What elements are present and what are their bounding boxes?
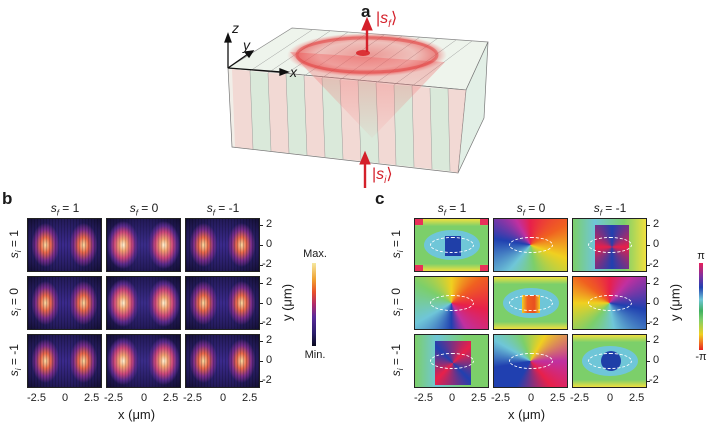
c-xtick: 2.5	[471, 392, 487, 404]
c-ytick: 2	[653, 218, 660, 230]
colorbar-c-min-label: -π	[695, 351, 707, 363]
b-xtick: 2.5	[242, 392, 258, 404]
panel-b-col-title-1: sf = 1	[50, 201, 80, 218]
panel-b-row-title-2: si = 0	[6, 288, 24, 317]
intensity-map-sim1-sfm1	[185, 334, 260, 388]
state-final-label: |sf⟩	[376, 10, 398, 31]
intensity-map-si1-sf0	[106, 218, 181, 272]
phase-map-sim1-sf1	[414, 334, 489, 388]
arrows	[359, 16, 373, 188]
c-ytick: -2	[649, 258, 659, 270]
b-xtick: 0	[141, 392, 148, 404]
panel-b-x-axis-label: x (μm)	[118, 407, 156, 422]
metasurface-schematic	[224, 16, 489, 188]
b-ytick: 2	[266, 218, 273, 230]
c-xtick: 0	[607, 392, 614, 404]
intensity-map-si0-sf0	[106, 276, 181, 330]
b-ytick: 0	[266, 354, 273, 366]
intensity-map-si0-sf1	[27, 276, 102, 330]
c-xtick: -2.5	[570, 392, 589, 404]
intensity-map-si1-sf1	[27, 218, 102, 272]
intensity-map-sim1-sf1	[27, 334, 102, 388]
panel-b-row-title-3: si = -1	[6, 344, 24, 377]
colorbar-b	[312, 263, 316, 346]
c-ytick: -2	[649, 316, 659, 328]
panel-c-col-title-1: sf = 1	[437, 201, 467, 218]
coordinate-axes	[224, 32, 290, 76]
phase-map-sim1-sf0	[493, 334, 568, 388]
b-ytick: -2	[262, 258, 272, 270]
c-ytick: -2	[649, 374, 659, 386]
phase-map-si0-sf1	[414, 276, 489, 330]
b-ytick: -2	[262, 374, 272, 386]
c-xtick: 2.5	[550, 392, 566, 404]
b-xtick: 2.5	[163, 392, 179, 404]
colorbar-b-min-label: Min.	[304, 349, 326, 361]
phase-map-si1-sfm1	[572, 218, 647, 272]
phase-map-sim1-sfm1	[572, 334, 647, 388]
b-xtick: -2.5	[183, 392, 202, 404]
colorbar-c	[699, 263, 703, 350]
panel-c-label: c	[375, 189, 385, 208]
phase-map-si0-sfm1	[572, 276, 647, 330]
b-ytick: 0	[266, 238, 273, 250]
b-ytick: 0	[266, 296, 273, 308]
c-ytick: 2	[653, 334, 660, 346]
b-ytick: -2	[262, 316, 272, 328]
colorbar-b-max-label: Max.	[303, 248, 327, 260]
panel-c-y-axis-label: y (μm)	[667, 283, 683, 322]
state-initial-label: |si⟩	[372, 166, 393, 187]
panel-c-col-title-2: sf = 0	[516, 201, 546, 218]
axis-label-y: y	[243, 37, 250, 53]
panel-b-row-title-1: si = 1	[6, 230, 24, 259]
b-xtick: 2.5	[84, 392, 100, 404]
panel-b-label: b	[2, 189, 13, 208]
panel-c-x-axis-label: x (μm)	[508, 407, 546, 422]
panel-a-label: a	[361, 2, 371, 21]
b-xtick: 0	[220, 392, 227, 404]
panel-c-row-title-2: si = 0	[388, 288, 406, 317]
b-ytick: 2	[266, 276, 273, 288]
c-xtick: 2.5	[629, 392, 645, 404]
c-ytick: 0	[653, 354, 660, 366]
phase-map-si0-sf0	[493, 276, 568, 330]
intensity-map-sim1-sf0	[106, 334, 181, 388]
intensity-map-si1-sfm1	[185, 218, 260, 272]
intensity-map-si0-sfm1	[185, 276, 260, 330]
panel-c-col-title-3: sf = -1	[593, 201, 627, 218]
c-xtick: 0	[528, 392, 535, 404]
panel-b-col-title-3: sf = -1	[206, 201, 240, 218]
axis-label-x: x	[290, 64, 297, 80]
panel-c-row-title-1: si = 1	[388, 230, 406, 259]
panel-c-row-title-3: si = -1	[388, 344, 406, 377]
b-xtick: -2.5	[27, 392, 46, 404]
panel-b-col-title-2: sf = 0	[129, 201, 159, 218]
b-xtick: -2.5	[104, 392, 123, 404]
phase-map-si1-sf1	[414, 218, 489, 272]
panel-b-y-axis-label: y (μm)	[279, 283, 295, 322]
c-ytick: 0	[653, 296, 660, 308]
c-xtick: -2.5	[414, 392, 433, 404]
phase-map-si1-sf0	[493, 218, 568, 272]
colorbar-c-max-label: π	[697, 250, 705, 262]
b-xtick: 0	[62, 392, 69, 404]
c-xtick: 0	[449, 392, 456, 404]
c-ytick: 0	[653, 238, 660, 250]
c-xtick: -2.5	[491, 392, 510, 404]
axis-label-z: z	[232, 20, 239, 36]
c-ytick: 2	[653, 276, 660, 288]
b-ytick: 2	[266, 334, 273, 346]
